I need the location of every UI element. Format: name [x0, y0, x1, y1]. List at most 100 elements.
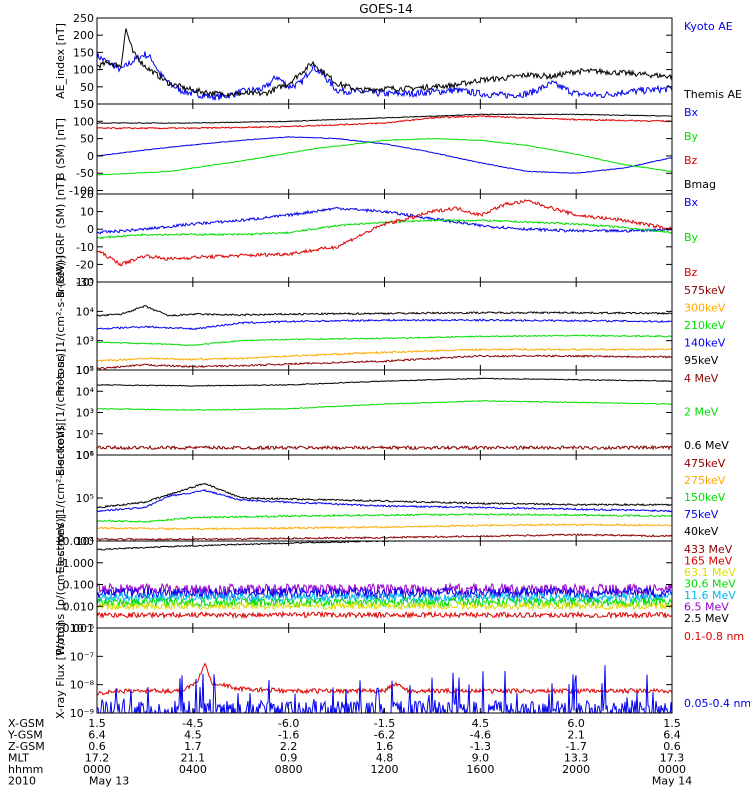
y-tick-label: -30 — [76, 276, 94, 289]
legend-entry: 165 MeV — [684, 555, 733, 568]
legend-entry: 63.1 MeV — [684, 566, 736, 579]
series-line-165-mev — [97, 601, 672, 612]
legend-entry: 0.6 MeV — [684, 439, 729, 452]
x-axis-value: 0400 — [179, 763, 207, 776]
x-axis-value: 1600 — [466, 763, 494, 776]
series-line-2-mev — [97, 399, 672, 411]
x-axis-value: 17.3 — [660, 752, 685, 765]
y-tick-label: 0 — [87, 98, 94, 111]
series-line-11-6-mev — [97, 585, 672, 600]
panel-frame — [96, 281, 673, 371]
y-tick-label: 10 — [80, 206, 94, 219]
x-axis-value: -4.5 — [182, 717, 203, 730]
panel-2: -100 -50 0 50 100 150 B (SM) [nT] Bx By Bz Bmag — [54, 98, 716, 198]
x-axis-row-label: X-GSM — [8, 717, 44, 730]
x-axis-value: 1.5 — [88, 717, 106, 730]
y-tick-label: 10⁻⁸ — [70, 679, 95, 692]
series-line-bx — [97, 206, 672, 235]
panel-frame — [96, 369, 673, 456]
x-axis-value: 2.2 — [280, 740, 298, 753]
x-axis-row-label: hhmm — [8, 763, 43, 776]
panel-frame — [96, 193, 673, 283]
x-axis-value: 2.1 — [567, 729, 585, 742]
y-tick-label: 10⁵ — [76, 364, 94, 377]
series-line-bmag — [97, 113, 672, 124]
legend-entry: 0.05-0.4 nm — [684, 697, 750, 710]
y-axis-label: B (SM) [nT] — [54, 118, 67, 180]
x-axis-value: 4.8 — [376, 752, 394, 765]
legend-entry: Themis AE — [683, 88, 742, 101]
y-tick-label: 10⁴ — [76, 385, 95, 398]
y-axis-label: Protons [1/(cm²-s-sr-keV)] — [54, 255, 67, 396]
x-axis-value: May 13 — [89, 775, 129, 788]
legend-entry: 75keV — [684, 508, 719, 521]
y-tick-label: 10⁵ — [76, 492, 94, 505]
y-tick-label: 250 — [73, 12, 94, 25]
x-axis-value: 0800 — [275, 763, 303, 776]
legend-entry: 95keV — [684, 354, 719, 367]
series-line-bx — [97, 136, 672, 174]
series-group — [97, 199, 672, 267]
y-tick-label: -20 — [76, 258, 94, 271]
series-line-210kev — [97, 334, 672, 346]
y-tick-label: 10⁻⁶ — [70, 622, 95, 635]
legend-entry: 4 MeV — [684, 372, 719, 385]
series-line-275kev — [97, 523, 672, 531]
series-line-300kev — [97, 347, 672, 363]
series-line-bz — [97, 115, 672, 130]
series-line-433-mev — [97, 610, 672, 620]
x-axis-value: 0.9 — [280, 752, 298, 765]
series-group — [97, 377, 672, 451]
y-tick-label: 100 — [73, 115, 94, 128]
legend-entry: 150keV — [684, 491, 726, 504]
panel-6: 10⁴ 10⁵ 10⁶ Electrons [1/(cm²-s-sr-keV)] 475… — [54, 423, 726, 574]
panel-8: 10⁻⁹ 10⁻⁸ 10⁻⁷ 10⁻⁶X-ray Flux [W/m²] 0.1-0.8… — [54, 622, 750, 720]
legend-entry: 6.5 MeV — [684, 601, 729, 614]
series-line-140kev — [97, 318, 672, 331]
x-axis-value: 0000 — [83, 763, 111, 776]
panel-frame — [96, 627, 673, 714]
y-tick-label: 10⁻⁹ — [70, 707, 94, 720]
y-tick-label: 10⁵ — [76, 276, 94, 289]
y-axis-label: Protons [p/(cm²-s-sr-keV)] — [54, 514, 67, 655]
series-line-4-mev — [97, 444, 672, 451]
series-line-bz — [97, 199, 672, 267]
y-tick-label: -50 — [76, 167, 94, 180]
series-group — [97, 541, 672, 620]
legend-entry: Bz — [684, 266, 698, 279]
legend-entry: 210keV — [684, 319, 726, 332]
y-tick-label: 0 — [87, 150, 94, 163]
x-axis-row-label: Y-GSM — [7, 729, 43, 742]
x-axis-value: 1.5 — [663, 717, 681, 730]
x-axis-value: 21.1 — [181, 752, 206, 765]
legend-entry: 11.6 MeV — [684, 589, 736, 602]
y-tick-label: 10.000 — [56, 535, 95, 548]
x-axis-value: 9.0 — [472, 752, 490, 765]
series-line-95kev — [97, 305, 672, 317]
legend-entry: 433 MeV — [684, 543, 733, 556]
panel-1: 0 50 100 150 200 250 AE_index [nT] Kyoto AE Them… — [54, 12, 742, 111]
y-tick-label: 10⁴ — [76, 535, 95, 548]
legend-entry: 275keV — [684, 474, 726, 487]
series-group — [97, 662, 672, 713]
x-axis-value: 6.0 — [567, 717, 585, 730]
series-line-40kev — [97, 482, 672, 509]
x-axis-value: 17.2 — [85, 752, 110, 765]
legend-entry: Bmag — [684, 178, 716, 191]
y-axis-label: X-ray Flux [W/m²] — [54, 622, 67, 719]
series-line-2-5-mev — [97, 541, 669, 551]
x-axis-value: -6.2 — [374, 729, 395, 742]
y-tick-label: 0.100 — [63, 579, 95, 592]
legend-entry: Bz — [684, 154, 698, 167]
legend-entry: Bx — [684, 196, 699, 209]
legend-entry: Kyoto AE — [684, 20, 733, 33]
y-tick-label: 50 — [80, 133, 94, 146]
y-tick-label: 10⁶ — [76, 449, 95, 462]
y-tick-label: 50 — [80, 81, 94, 94]
x-axis-value: -1.6 — [278, 729, 299, 742]
x-axis-value: 6.4 — [88, 729, 106, 742]
series-group — [97, 28, 672, 101]
chart-title: GOES-14 — [359, 2, 413, 16]
series-line-0-1-0-8-nm — [97, 662, 672, 696]
